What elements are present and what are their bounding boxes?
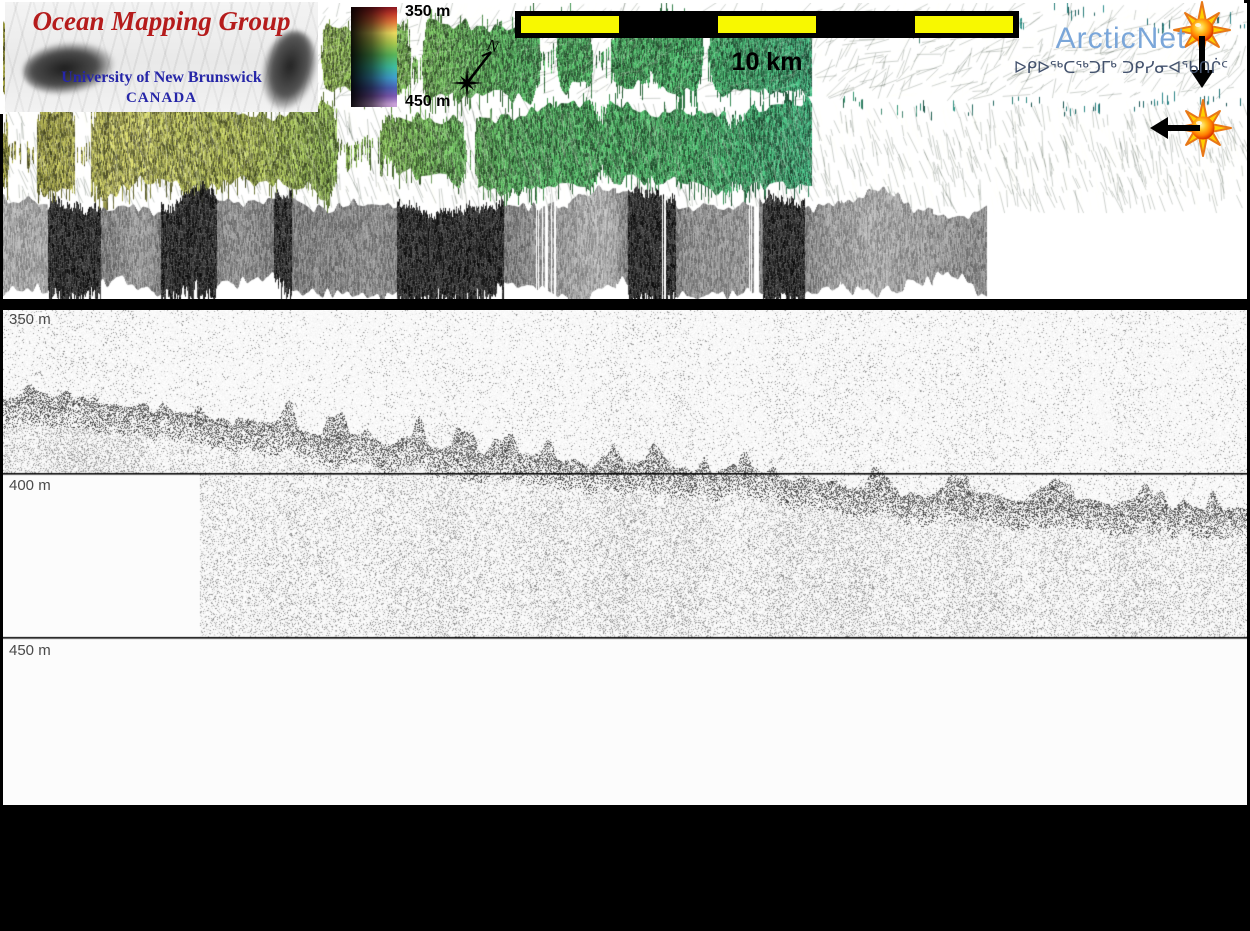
colorbar-label-top: 350 m xyxy=(405,3,451,20)
left-arrow-icon xyxy=(1150,117,1200,139)
compass-north-label: N xyxy=(484,35,502,57)
logo-title: Ocean Mapping Group xyxy=(32,6,291,36)
depth-colorbar xyxy=(351,7,397,107)
logo-country: CANADA xyxy=(126,90,197,106)
scalebar-segment xyxy=(914,16,1014,33)
scalebar-label: 10 km xyxy=(731,48,803,76)
logo-institution: University of New Brunswick xyxy=(61,69,262,86)
depth-label-400: 400 m xyxy=(9,477,51,494)
ocean-mapping-group-logo: Ocean Mapping Group University of New Br… xyxy=(5,2,318,112)
sun-with-left-arrow-icon xyxy=(1150,99,1232,157)
map-scalebar xyxy=(515,11,1019,38)
north-arrow-icon: N xyxy=(450,35,502,100)
sun-with-down-arrow-icon xyxy=(1173,1,1231,88)
down-arrow-icon xyxy=(1190,36,1214,88)
scalebar-segment xyxy=(717,16,817,33)
scalebar-segment xyxy=(816,16,915,33)
arcticnet-block: ArcticNet ᐅᑭᐅᖅᑕᖅᑐᒥᒃ ᑐᑭᓯᓂᐊᖃᑎᒌᑦ xyxy=(995,22,1247,77)
echogram-canvas xyxy=(3,310,1247,805)
scalebar-segment xyxy=(521,16,620,33)
depth-label-450: 450 m xyxy=(9,642,51,659)
depth-label-350: 350 m xyxy=(9,311,51,328)
arcticnet-inuktitut-name: ᐅᑭᐅᖅᑕᖅᑐᒥᒃ ᑐᑭᓯᓂᐊᖃᑎᒌᑦ xyxy=(1013,58,1229,77)
subbottom-profile-panel xyxy=(3,310,1247,805)
colorbar-label-bottom: 450 m xyxy=(405,93,451,110)
arcticnet-wordmark: ArcticNet xyxy=(1055,22,1187,55)
scalebar-segment xyxy=(619,16,718,33)
sun-icon xyxy=(1173,1,1231,59)
compass-star xyxy=(450,66,484,100)
